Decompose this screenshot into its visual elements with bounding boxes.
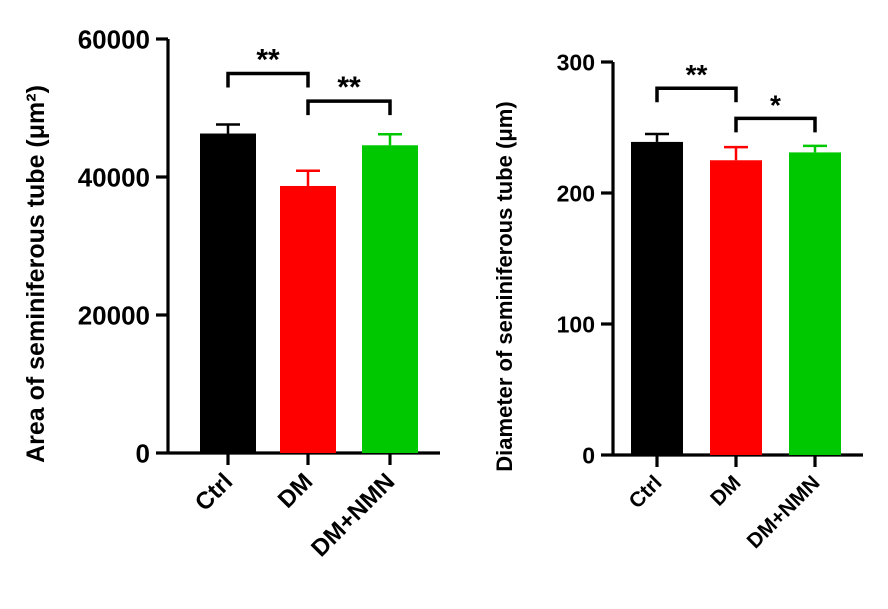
chart1-significance-bracket xyxy=(306,99,392,116)
chart1-y-axis-title: Area of seminiferous tube (μm²) xyxy=(22,85,50,463)
chart2-y-tick-label: 100 xyxy=(557,311,595,337)
chart2-bar-dm xyxy=(710,160,762,455)
chart2-bar-ctrl xyxy=(631,141,683,455)
chart1-significance-label: ** xyxy=(337,71,361,104)
chart2-y-tick-label: 200 xyxy=(557,180,595,206)
chart1-significance-label: ** xyxy=(256,44,280,77)
chart2-x-tick-label: Ctrl xyxy=(625,471,667,513)
chart1-x-tick-label: Ctrl xyxy=(190,468,238,516)
chart1-bar-dm xyxy=(280,185,336,453)
chart2-significance-bracket xyxy=(655,86,738,103)
chart1-y-tick-label: 40000 xyxy=(78,162,150,192)
chart2-x-tick-label: DM+NMN xyxy=(743,471,825,553)
chart1-x-tick-label: DM+NMN xyxy=(306,468,400,562)
chart1-x-tick-label: DM xyxy=(273,468,318,513)
chart1-y-tick-label: 60000 xyxy=(78,24,150,54)
chart2-significance-bracket xyxy=(734,116,817,133)
chart2-significance-label: ** xyxy=(686,59,708,90)
chart1-bar-ctrl xyxy=(200,133,256,453)
chart2-bar-dm-nmn xyxy=(789,152,841,455)
chart1-bar-dm-nmn xyxy=(362,145,418,453)
chart1-y-tick-label: 20000 xyxy=(78,300,150,330)
chart2-significance-label: * xyxy=(770,89,781,120)
chart1-y-tick-label: 0 xyxy=(136,438,150,468)
chart2-y-tick-label: 0 xyxy=(582,442,595,468)
chart2-y-tick-label: 300 xyxy=(557,49,595,75)
chart1-significance-bracket xyxy=(226,71,310,88)
chart2-y-axis-title: Diameter of seminiferous tube (μm) xyxy=(492,101,517,471)
chart2-x-tick-label: DM xyxy=(706,471,745,510)
